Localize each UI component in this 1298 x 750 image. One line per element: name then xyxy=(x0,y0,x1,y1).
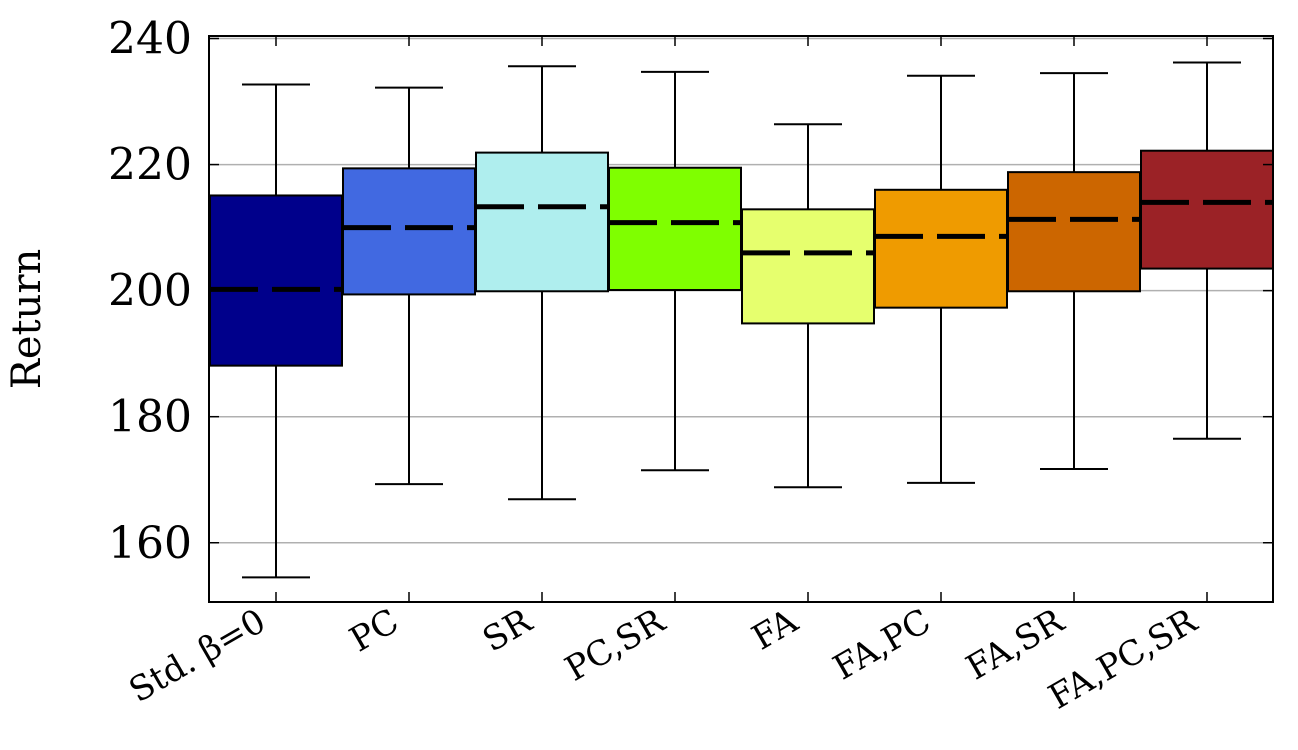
box-iqr xyxy=(342,167,476,296)
box-0 xyxy=(209,83,343,579)
y-tick-label: 160 xyxy=(108,518,192,569)
box-iqr xyxy=(1007,171,1141,293)
box-iqr xyxy=(475,151,609,293)
box-iqr xyxy=(1140,149,1274,270)
box-4 xyxy=(741,123,875,489)
boxes-group xyxy=(209,61,1274,579)
x-tick-label: FA xyxy=(745,601,805,658)
box-1 xyxy=(342,86,476,486)
x-tick-label: FA,PC,SR xyxy=(1042,600,1205,717)
box-iqr xyxy=(608,166,742,292)
y-axis: 160 180 200 220 240 xyxy=(108,14,1273,569)
box-2 xyxy=(475,65,609,501)
box-iqr xyxy=(209,194,343,367)
box-7 xyxy=(1140,61,1274,440)
box-6 xyxy=(1007,72,1141,471)
box-iqr xyxy=(741,208,875,325)
y-tick-label: 200 xyxy=(108,266,192,317)
x-tick-label: SR xyxy=(476,600,540,660)
x-tick-label: FA,PC xyxy=(827,601,938,688)
box-3 xyxy=(608,70,742,472)
box-iqr xyxy=(874,188,1008,309)
y-tick-label: 240 xyxy=(108,14,192,65)
x-tick-label: PC,SR xyxy=(558,600,672,689)
y-tick-label: 220 xyxy=(108,140,192,191)
plot-frame xyxy=(208,35,1274,603)
y-tick-label: 180 xyxy=(108,392,192,443)
box-5 xyxy=(874,74,1008,484)
x-tick-label: Std. β=0 xyxy=(122,601,272,711)
x-tick-label: PC xyxy=(343,601,405,660)
y-axis-label: Return xyxy=(4,249,50,390)
